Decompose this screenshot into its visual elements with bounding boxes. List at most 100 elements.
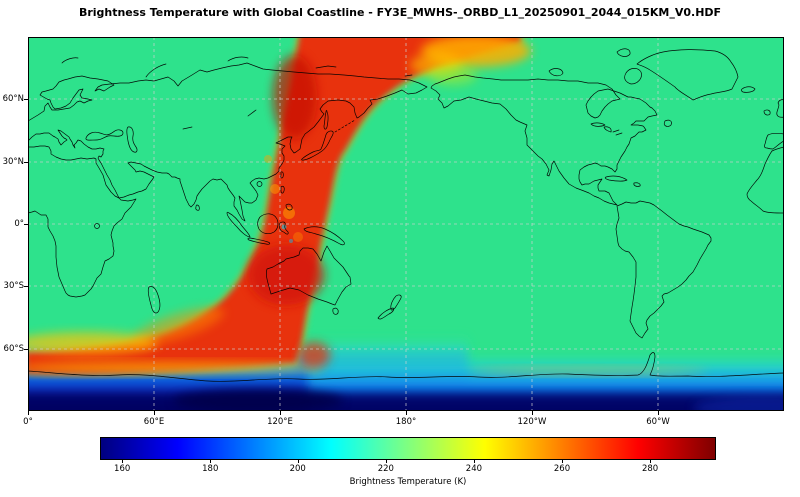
coastline-north-america — [430, 74, 658, 206]
coastline-new-siberian-islands — [315, 65, 337, 69]
coastline-sumatra — [226, 211, 251, 238]
y-tickmark — [24, 286, 28, 287]
antarctic-warm-boundary-right — [468, 367, 708, 375]
x-tick-label: 120°E — [267, 417, 293, 427]
coastline-mindanao — [285, 203, 293, 211]
coastline-south-america — [615, 200, 712, 339]
y-tickmark — [24, 224, 28, 225]
colorbar-tick-label: 280 — [641, 464, 659, 474]
y-tick-label: 60°S — [3, 344, 24, 354]
y-tick-label: 60°N — [2, 94, 24, 104]
coastline-kuril-islands — [334, 119, 356, 133]
swath-warm-spot-4 — [293, 232, 303, 242]
x-tickmark — [28, 411, 29, 415]
colorbar-gradient — [100, 437, 716, 460]
coastline-cuba — [604, 175, 628, 182]
lake-michigan-huron — [603, 126, 612, 133]
coastline-tasmania — [332, 307, 339, 315]
antarctic-corner-patch — [693, 396, 784, 411]
lake-superior — [590, 122, 606, 127]
colorbar-tick-label: 260 — [553, 464, 571, 474]
coastline-new-zealand-south — [377, 307, 395, 320]
swath-yellow-fringe-southwest — [28, 332, 158, 354]
coastline-hainan — [256, 181, 263, 187]
coastline-greenland — [636, 49, 739, 101]
map-plot-area — [28, 37, 784, 411]
coastline-morocco-med — [771, 146, 784, 152]
x-tickmark — [280, 411, 281, 415]
coastline-sulawesi — [278, 221, 289, 235]
colorbar-tick-label: 240 — [465, 464, 483, 474]
colorbar: 160 180 200 220 240 260 280 Brightness T… — [100, 437, 716, 493]
y-tickmark — [24, 162, 28, 163]
coastline-caspian-sea — [126, 126, 138, 153]
plot-frame — [28, 37, 784, 411]
y-tickmark — [24, 99, 28, 100]
coastline-ireland — [763, 109, 771, 116]
lake-erie-ontario — [612, 129, 623, 136]
coastline-svalbard — [61, 57, 79, 64]
swath-yellowgreen-patch — [429, 65, 477, 85]
coastline-africa — [28, 145, 137, 298]
figure-title: Brightness Temperature with Global Coast… — [78, 6, 722, 19]
colorbar-tickmark — [385, 460, 387, 463]
coastline-eurasia — [28, 62, 428, 222]
coastline-black-sea — [85, 129, 124, 141]
x-tick-label: 60°E — [143, 417, 165, 427]
coastline-wrangel-island — [404, 74, 413, 77]
coastline-iberia — [764, 132, 784, 150]
colorbar-tickmark — [562, 460, 563, 463]
graticule — [28, 37, 784, 411]
y-tickmark — [24, 349, 28, 350]
antarctic-warm-boundary-left — [28, 362, 323, 374]
swath-warm-spot-3 — [264, 155, 272, 163]
coastline-novaya-zemlya — [145, 63, 167, 78]
coastline-taiwan — [280, 171, 284, 179]
x-tickmark — [532, 411, 533, 415]
colorbar-tickmark — [297, 460, 299, 463]
coastline-luzon — [280, 185, 285, 194]
swath-warm-band — [28, 37, 520, 374]
coastline-antarctica — [28, 352, 784, 382]
coastline-newfoundland — [663, 119, 672, 127]
coastline-iceland — [741, 86, 756, 93]
x-tick-label: 180° — [395, 417, 417, 427]
x-tickmark — [658, 411, 659, 415]
colorbar-tickmark — [650, 460, 652, 463]
antarctic-coldest-patch — [173, 389, 343, 411]
map-canvas — [28, 37, 784, 411]
coastline-new-guinea — [303, 226, 345, 246]
coastline-west-africa — [746, 150, 784, 214]
colorbar-tickmark — [210, 460, 212, 463]
coastline-victoria-island — [548, 68, 564, 77]
coastline-borneo — [257, 213, 279, 235]
y-tick-label: 30°S — [3, 281, 24, 291]
swath-warm-spot-1 — [270, 184, 280, 194]
coastline-new-zealand-north — [390, 294, 402, 311]
x-tick-label: 60°W — [646, 417, 670, 427]
x-tick-label: 0° — [23, 417, 33, 427]
swath-hot-patch-australia — [248, 245, 324, 305]
colorbar-tick-label: 180 — [202, 464, 219, 474]
coastline-madagascar — [147, 286, 161, 314]
y-tick-label: 30°N — [2, 157, 24, 167]
colorbar-tickmark — [473, 460, 475, 463]
x-tickmark — [154, 411, 155, 415]
colorbar-tick-label: 200 — [289, 464, 306, 474]
swath-warm-spot-2 — [283, 207, 295, 219]
antarctic-plateau-cold — [28, 393, 784, 411]
coastline-britain — [776, 99, 784, 118]
coastline-java — [247, 237, 271, 245]
swath-orange-fringe-southwest — [132, 307, 224, 345]
y-tick-label: 0° — [14, 219, 24, 229]
x-tick-label: 120°W — [517, 417, 547, 427]
colorbar-tick-label: 160 — [114, 464, 131, 474]
colorbar-tick-label: 220 — [377, 464, 394, 474]
coastline-baffin-island — [624, 68, 642, 85]
colorbar-tickmark — [122, 460, 124, 463]
coastline-ellesmere-island — [616, 48, 631, 57]
lake-balkhash — [182, 126, 193, 130]
swath-hot-patch-japan — [273, 55, 317, 139]
coastline-sakhalin — [323, 110, 329, 130]
